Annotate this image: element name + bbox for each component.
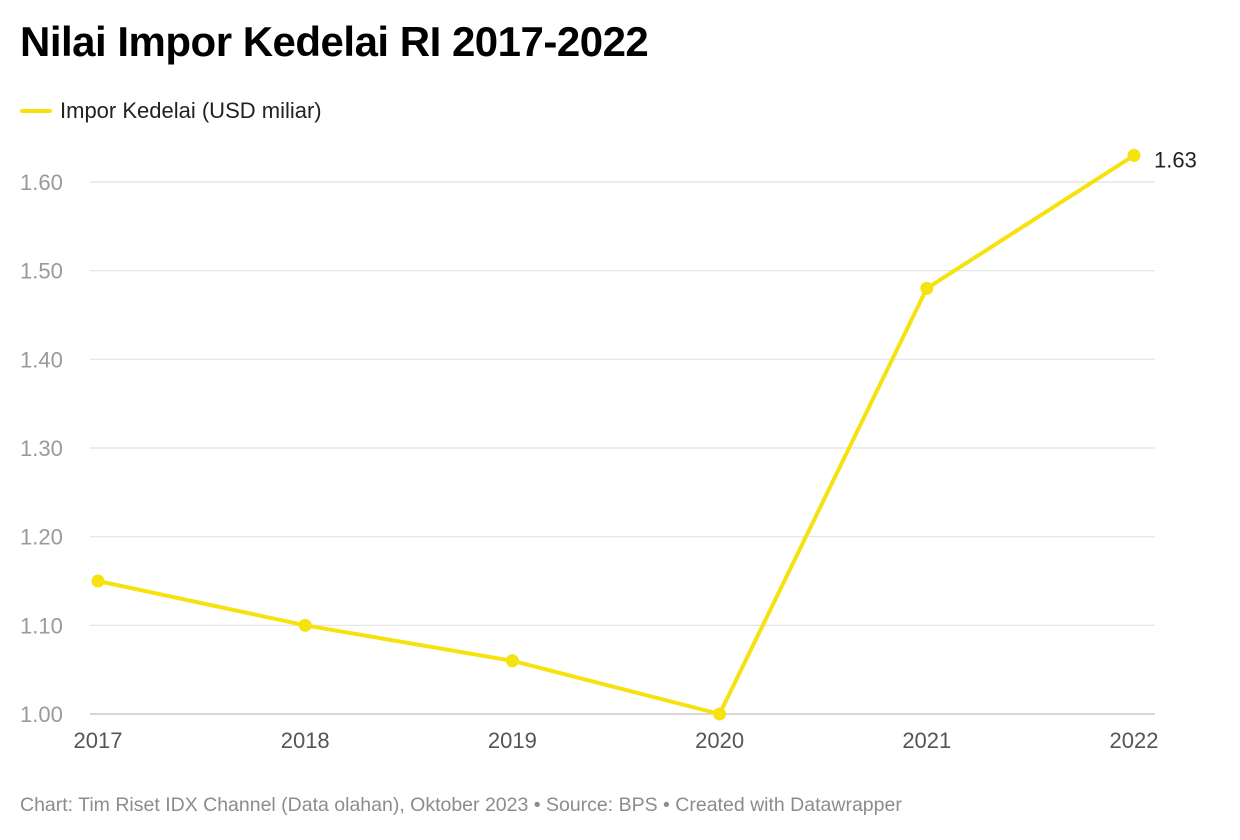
x-tick-label: 2019 bbox=[488, 728, 537, 753]
x-tick-label: 2018 bbox=[281, 728, 330, 753]
series-line bbox=[96, 153, 1136, 716]
y-axis-ticks: 1.00 1.10 1.20 1.30 1.40 1.50 1.60 bbox=[20, 170, 63, 727]
y-tick-label: 1.30 bbox=[20, 436, 63, 461]
grid-lines bbox=[90, 181, 1155, 715]
y-tick-label: 1.60 bbox=[20, 170, 63, 195]
y-tick-label: 1.00 bbox=[20, 702, 63, 727]
chart-title: Nilai Impor Kedelai RI 2017-2022 bbox=[20, 18, 649, 65]
x-tick-label: 2017 bbox=[74, 728, 123, 753]
x-tick-label: 2022 bbox=[1110, 728, 1159, 753]
data-point bbox=[1127, 148, 1141, 162]
y-tick-label: 1.10 bbox=[20, 613, 63, 638]
data-point bbox=[91, 574, 105, 588]
legend-swatch bbox=[20, 109, 52, 113]
data-point bbox=[505, 654, 519, 668]
legend: Impor Kedelai (USD miliar) bbox=[20, 98, 322, 124]
data-labels: 1.63 bbox=[1154, 147, 1197, 172]
x-tick-label: 2020 bbox=[695, 728, 744, 753]
data-label: 1.63 bbox=[1154, 147, 1197, 172]
series-layer bbox=[91, 148, 1141, 721]
chart-footer: Chart: Tim Riset IDX Channel (Data olaha… bbox=[20, 794, 902, 816]
data-point bbox=[920, 281, 934, 295]
y-tick-label: 1.40 bbox=[20, 347, 63, 372]
x-tick-label: 2021 bbox=[902, 728, 951, 753]
y-tick-label: 1.20 bbox=[20, 525, 63, 550]
x-axis-ticks: 2017 2018 2019 2020 2021 2022 bbox=[74, 728, 1159, 753]
y-tick-label: 1.50 bbox=[20, 259, 63, 284]
data-point bbox=[298, 618, 312, 632]
data-point bbox=[713, 707, 727, 721]
legend-label: Impor Kedelai (USD miliar) bbox=[60, 98, 322, 123]
